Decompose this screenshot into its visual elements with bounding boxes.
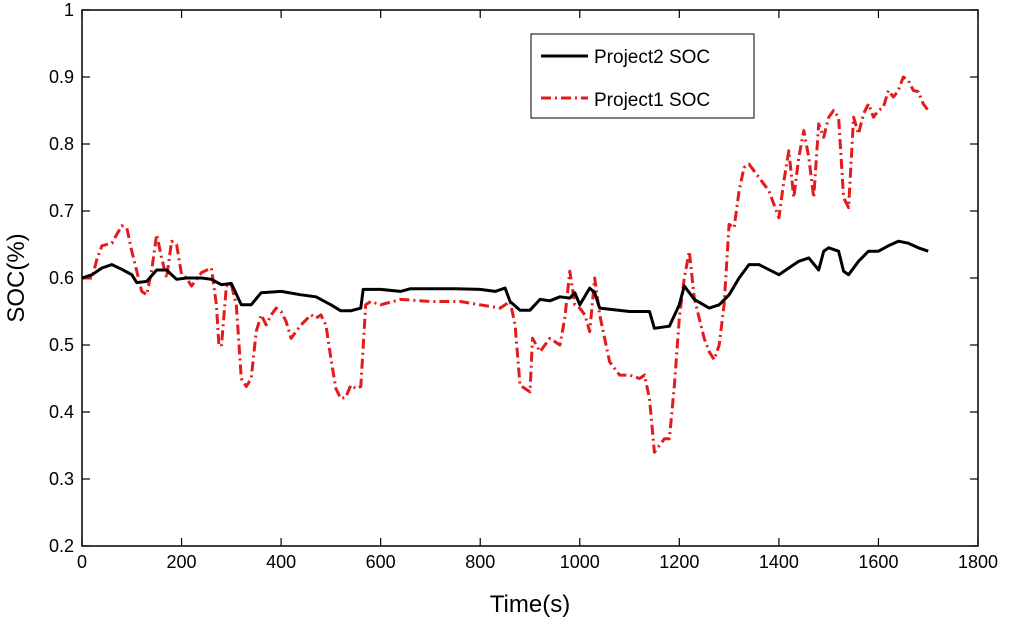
x-tick-label: 0	[77, 552, 87, 572]
x-tick-label: 1800	[958, 552, 998, 572]
x-tick-label: 1600	[858, 552, 898, 572]
legend: Project2 SOC Project1 SOC	[530, 33, 755, 119]
y-tick-label: 0.9	[49, 67, 74, 87]
x-tick-label: 1000	[560, 552, 600, 572]
x-tick-label: 1400	[759, 552, 799, 572]
legend-label-project2: Project2 SOC	[594, 47, 710, 68]
x-tick-label: 400	[266, 552, 296, 572]
x-axis-title: Time(s)	[490, 591, 570, 618]
y-tick-label: 0.2	[49, 536, 74, 556]
series-layer	[81, 75, 930, 454]
y-tick-label: 0.7	[49, 201, 74, 221]
y-tick-labels: 0.2 0.3 0.4 0.5 0.6 0.7 0.8 0.9 1	[49, 0, 74, 556]
legend-label-project1: Project1 SOC	[594, 90, 710, 111]
x-tick-label: 200	[167, 552, 197, 572]
y-tick-label: 0.8	[49, 134, 74, 154]
x-tick-label: 600	[366, 552, 396, 572]
y-tick-label: 0.4	[49, 402, 74, 422]
plot-frame	[81, 9, 979, 547]
y-tick-label: 1	[64, 0, 74, 20]
series-line-project2-soc	[81, 239, 929, 330]
y-tick-label: 0.6	[49, 268, 74, 288]
plot-area	[82, 10, 978, 546]
y-tick-label: 0.3	[49, 469, 74, 489]
x-tick-labels: 0 200 400 600 800 1000 1200 1400 1600 1800	[77, 552, 998, 572]
x-tick-label: 800	[465, 552, 495, 572]
x-tick-label: 1200	[659, 552, 699, 572]
y-tick-label: 0.5	[49, 335, 74, 355]
legend-box	[530, 33, 755, 119]
y-axis-title: SOC(%)	[3, 233, 30, 322]
